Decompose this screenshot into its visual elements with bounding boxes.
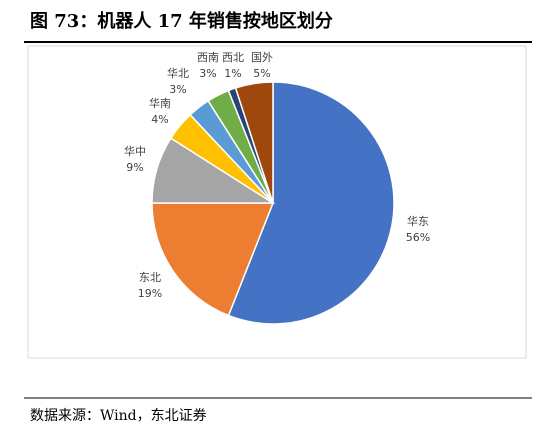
source-note: 数据来源：Wind，东北证券 (30, 408, 207, 424)
slice-category: 华南 (149, 96, 171, 110)
slice-category: 华北 (167, 66, 189, 80)
slice-value-label: 3% (169, 83, 186, 96)
slice-value-label: 56% (406, 231, 430, 244)
slice-value-label: 4% (151, 113, 168, 126)
slice-value-label: 1% (224, 67, 241, 80)
slice-value-label: 9% (126, 161, 143, 174)
slice-category: 华中 (124, 144, 146, 158)
slice-category: 西北 (222, 51, 244, 64)
slice-value-label: 19% (138, 287, 162, 300)
slice-category: 华东 (407, 214, 429, 228)
slice-category: 西南 (197, 51, 219, 64)
slice-value-label: 3% (199, 67, 216, 80)
chart-title: 图 73：机器人 17 年销售按地区划分 (30, 10, 333, 32)
plot-frame (27, 45, 527, 359)
pie-slice (227, 81, 395, 325)
slice-category: 国外 (251, 51, 273, 64)
pie-slice (234, 81, 274, 204)
slice-value-label: 5% (253, 67, 270, 80)
pie-slice (151, 202, 275, 317)
slice-category: 东北 (139, 271, 161, 284)
